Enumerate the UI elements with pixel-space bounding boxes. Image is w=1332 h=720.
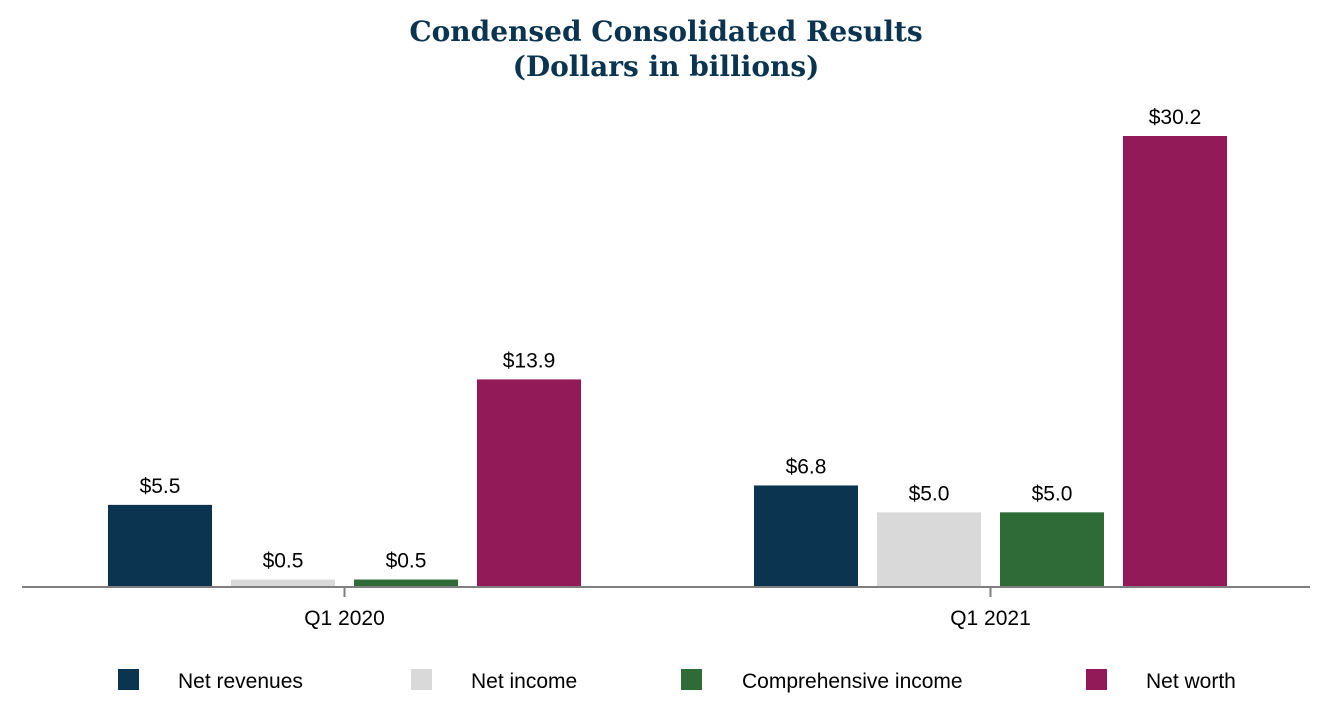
data-label: $0.5	[263, 550, 304, 573]
x-tick-label: Q1 2021	[950, 607, 1031, 630]
chart-title-block: Condensed Consolidated Results (Dollars …	[0, 14, 1332, 84]
chart-subtitle: (Dollars in billions)	[512, 50, 820, 83]
data-label: $5.5	[140, 475, 181, 498]
data-label: $13.9	[503, 349, 556, 372]
data-label: $5.0	[1032, 482, 1073, 505]
bar-net-worth-0	[477, 379, 581, 587]
legend-swatch	[118, 669, 139, 690]
bar-net-income-0	[231, 579, 335, 587]
legend-swatch	[1086, 669, 1107, 690]
chart-title: Condensed Consolidated Results	[409, 15, 923, 48]
legend-label: Net revenues	[178, 670, 303, 693]
bar-net-revenues-1	[754, 485, 858, 587]
x-tick-label: Q1 2020	[304, 607, 385, 630]
bar-net-revenues-0	[108, 504, 212, 587]
data-label: $6.8	[786, 455, 827, 478]
data-label: $0.5	[386, 550, 427, 573]
legend-swatch	[681, 669, 702, 690]
legend-swatch	[411, 669, 432, 690]
bar-comprehensive-income-1	[1000, 512, 1104, 587]
legend-label: Comprehensive income	[742, 670, 963, 693]
bar-net-income-1	[877, 512, 981, 587]
data-label: $30.2	[1149, 106, 1202, 129]
bar-comprehensive-income-0	[354, 579, 458, 587]
bar-net-worth-1	[1123, 136, 1227, 587]
legend-label: Net income	[471, 670, 577, 693]
data-label: $5.0	[909, 482, 950, 505]
legend-label: Net worth	[1146, 670, 1236, 693]
